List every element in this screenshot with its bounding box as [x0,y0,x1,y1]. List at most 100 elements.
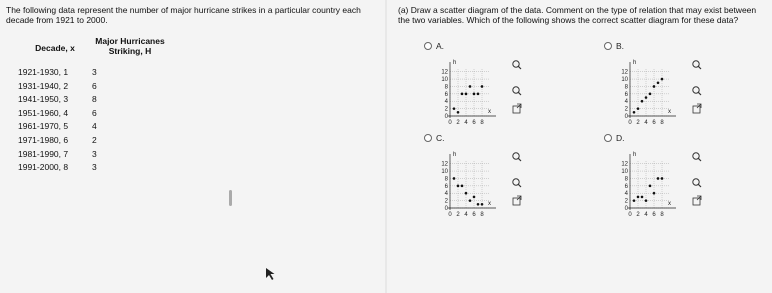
zoom-handle [517,157,522,162]
y-tick-label: 4 [625,191,629,197]
x-tick-label: 6 [472,120,476,126]
open-arrow [696,195,702,201]
data-point [480,85,484,88]
table-cell: 4 [92,121,97,132]
data-point [476,92,480,96]
data-point [464,191,468,195]
option-letter: C. [436,133,445,143]
x-tick-label: 6 [652,212,656,218]
radio-button[interactable] [604,134,612,142]
open-box [692,197,701,206]
data-point [452,177,456,180]
table-header: Decade, x [35,43,75,53]
zoom-glass [512,86,520,94]
open-icon[interactable] [692,103,702,114]
x-tick-label: 4 [464,212,468,218]
data-point [460,92,464,96]
y-tick-label: 12 [621,70,628,76]
data-point [648,184,652,188]
y-tick-label: 0 [625,114,629,120]
open-box [692,105,701,114]
data-point [656,177,660,180]
data-point [640,195,644,199]
table-cell: 1941-1950, 3 [18,94,69,105]
data-point [452,107,456,110]
table-cell: 6 [92,80,97,91]
x-tick-label: 6 [652,120,656,126]
option-letter: D. [616,133,625,143]
table-cell: 3 [92,162,97,173]
y-tick-label: 8 [625,84,629,90]
open-icon[interactable] [512,195,522,206]
y-tick-label: 2 [445,107,449,113]
data-point [472,92,476,96]
zoom-icon[interactable] [512,86,522,96]
radio-button[interactable] [604,42,612,50]
scroll-handle[interactable] [229,190,232,206]
y-tick-label: 0 [625,206,629,212]
open-icon[interactable] [692,195,702,206]
x-tick-label: 4 [464,120,468,126]
table-cell: 8 [92,94,97,105]
data-point [468,199,472,202]
zoom-icon[interactable] [512,152,522,162]
radio-button[interactable] [424,42,432,50]
x-tick-label: 0 [448,212,452,218]
y-axis-label: h [453,152,456,158]
y-tick-label: 4 [625,99,629,105]
zoom-icon[interactable] [692,152,702,162]
data-point [644,96,648,99]
data-point [660,77,664,81]
data-point [468,85,472,88]
data-point [632,199,636,202]
x-tick-label: 4 [644,120,648,126]
zoom-icon[interactable] [692,60,702,70]
table-cell: 1961-1970, 5 [18,121,69,132]
zoom-handle [517,65,522,70]
option-letter: A. [436,41,444,51]
data-point [456,111,460,114]
radio-button[interactable] [424,134,432,142]
y-tick-label: 10 [441,77,448,83]
zoom-icon[interactable] [512,178,522,188]
y-tick-label: 2 [625,107,629,113]
y-tick-label: 8 [445,176,449,182]
y-axis-label: h [633,60,636,66]
zoom-handle [697,91,702,96]
table-cell: 1971-1980, 6 [18,135,69,145]
y-tick-label: 2 [445,199,449,205]
data-point [472,195,476,199]
x-tick-label: 8 [480,212,484,218]
open-icon[interactable] [512,103,522,114]
data-point [652,191,656,195]
table-cell: 1951-1960, 4 [18,107,69,118]
zoom-handle [517,183,522,188]
zoom-icon[interactable] [692,86,702,96]
data-point [640,99,644,103]
y-tick-label: 2 [625,199,629,205]
x-tick-label: 0 [628,120,632,126]
option-letter: B. [616,41,624,51]
y-tick-label: 6 [445,184,449,190]
table-cell: 1921-1930, 1 [18,67,69,77]
y-tick-label: 6 [625,92,629,98]
open-box [512,105,521,114]
zoom-icon[interactable] [512,60,522,70]
y-tick-label: 8 [445,84,449,90]
cursor [266,268,275,280]
x-tick-label: 8 [660,120,664,126]
x-tick-label: 2 [456,212,460,218]
zoom-icon[interactable] [692,178,702,188]
zoom-glass [692,86,700,94]
data-point [652,85,656,88]
x-axis-label: x [668,109,671,115]
y-tick-label: 10 [621,77,628,83]
table-header: Major Hurricanes Striking, H [95,36,165,56]
zoom-glass [512,152,520,160]
zoom-handle [697,157,702,162]
table-cell: 2 [92,135,97,145]
x-tick-label: 8 [660,212,664,218]
y-axis-label: h [633,152,636,158]
